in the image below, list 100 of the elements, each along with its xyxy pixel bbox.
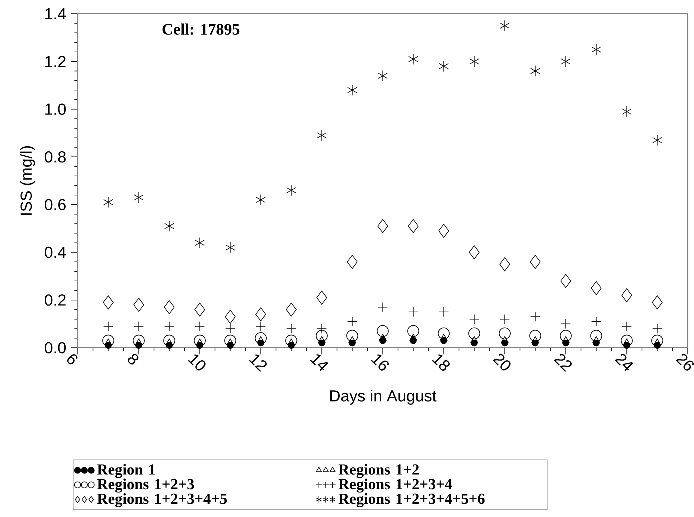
point bbox=[286, 324, 296, 334]
point bbox=[286, 302, 297, 317]
point bbox=[469, 246, 480, 260]
point bbox=[347, 255, 358, 270]
point bbox=[346, 330, 358, 342]
y-tick-label: 0.4 bbox=[45, 246, 66, 258]
point bbox=[652, 134, 662, 146]
point bbox=[501, 336, 509, 344]
y-axis-title: ISS (mg/l) bbox=[20, 146, 36, 216]
point bbox=[378, 70, 388, 82]
point bbox=[164, 334, 176, 347]
point bbox=[378, 302, 388, 312]
point bbox=[408, 325, 420, 338]
point bbox=[408, 307, 418, 318]
point bbox=[530, 255, 541, 270]
legend-label: Regions 1+2+3+4 bbox=[338, 478, 452, 493]
point bbox=[317, 130, 327, 142]
point bbox=[438, 328, 450, 340]
point bbox=[164, 322, 175, 332]
legend-label: Regions 1+2+3 bbox=[97, 478, 194, 493]
point bbox=[439, 60, 449, 72]
point bbox=[591, 281, 602, 296]
point bbox=[622, 106, 632, 118]
y-tick-label: 1.0 bbox=[46, 104, 66, 116]
x-tick-label: 24 bbox=[614, 354, 634, 372]
point bbox=[438, 224, 450, 238]
x-tick-label: 12 bbox=[249, 354, 267, 372]
point bbox=[164, 220, 174, 232]
point bbox=[377, 325, 389, 338]
point bbox=[194, 302, 206, 317]
point bbox=[256, 194, 266, 206]
point bbox=[378, 219, 388, 234]
point bbox=[316, 290, 328, 305]
legend-label: Regions 1+2+3+4+5 bbox=[97, 493, 227, 508]
point bbox=[560, 274, 572, 288]
point bbox=[164, 300, 175, 314]
point bbox=[468, 328, 480, 340]
point bbox=[133, 334, 145, 347]
point bbox=[224, 334, 236, 347]
point bbox=[499, 328, 511, 340]
point bbox=[348, 84, 358, 96]
point bbox=[622, 322, 632, 332]
point bbox=[561, 56, 571, 68]
point bbox=[469, 314, 480, 324]
point bbox=[104, 196, 114, 208]
point bbox=[532, 336, 540, 344]
point bbox=[134, 192, 144, 204]
x-tick-label: 8 bbox=[128, 354, 139, 365]
point bbox=[410, 334, 418, 341]
point bbox=[439, 307, 449, 318]
point bbox=[622, 288, 632, 303]
point bbox=[134, 298, 144, 312]
point bbox=[592, 44, 602, 56]
x-tick-label: 6 bbox=[67, 354, 78, 365]
point bbox=[652, 324, 662, 334]
point bbox=[348, 336, 356, 344]
annotation: Cell: 17895 bbox=[162, 24, 240, 36]
point bbox=[317, 324, 327, 334]
y-tick-label: 0.8 bbox=[45, 151, 66, 163]
y-tick-label: 0.6 bbox=[45, 199, 66, 211]
point bbox=[348, 316, 358, 327]
point bbox=[256, 308, 266, 322]
point bbox=[440, 334, 448, 341]
point bbox=[102, 334, 114, 347]
x-tick-label: 16 bbox=[371, 354, 390, 371]
point bbox=[225, 310, 236, 324]
x-tick-label: 14 bbox=[310, 354, 328, 372]
point bbox=[590, 330, 602, 342]
point bbox=[256, 322, 266, 332]
point bbox=[379, 334, 387, 341]
point bbox=[592, 336, 600, 344]
legend-label: Regions 1+2 bbox=[338, 464, 420, 478]
y-tick-label: 0.0 bbox=[45, 342, 66, 354]
point bbox=[621, 334, 633, 347]
point bbox=[226, 242, 236, 254]
x-tick-label: 20 bbox=[492, 354, 511, 371]
x-tick-label: 26 bbox=[676, 354, 694, 371]
point bbox=[226, 324, 236, 334]
legend-label: Region 1 bbox=[97, 464, 156, 478]
point bbox=[104, 322, 114, 332]
point bbox=[591, 316, 602, 327]
x-tick-label: 10 bbox=[188, 354, 206, 371]
point bbox=[316, 330, 328, 342]
point bbox=[134, 322, 144, 332]
point bbox=[103, 296, 114, 310]
point bbox=[318, 336, 326, 344]
point bbox=[470, 56, 480, 68]
point bbox=[500, 257, 510, 272]
point bbox=[652, 334, 664, 347]
point bbox=[286, 334, 298, 347]
point bbox=[560, 319, 571, 330]
point bbox=[255, 332, 267, 344]
point bbox=[286, 184, 296, 196]
point bbox=[562, 336, 570, 344]
x-axis-title: Days in August bbox=[330, 390, 437, 405]
point bbox=[652, 296, 663, 310]
point bbox=[560, 330, 572, 342]
legend-label: Regions 1+2+3+4+5+6 bbox=[338, 493, 485, 508]
x-tick-label: 18 bbox=[432, 354, 450, 372]
point bbox=[530, 330, 542, 342]
